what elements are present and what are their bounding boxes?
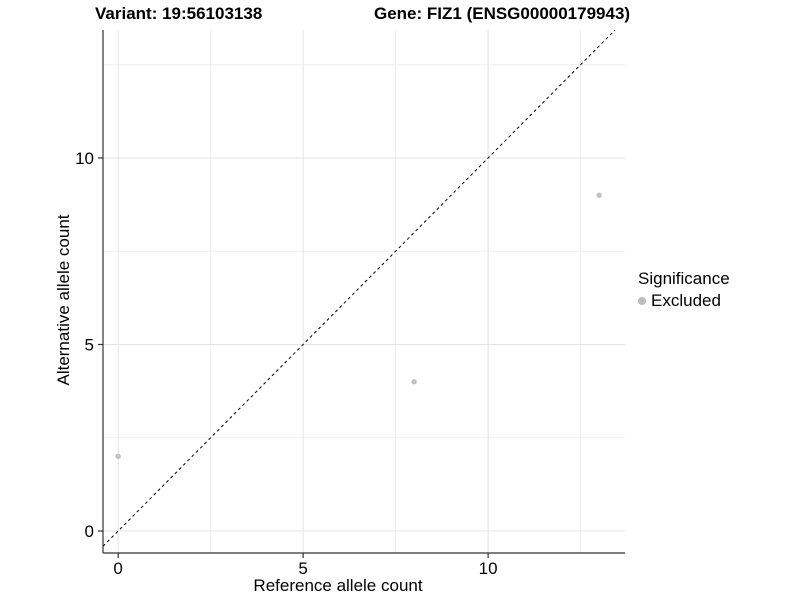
plot-title-gene: Gene: FIZ1 (ENSG00000179943) — [374, 4, 631, 23]
identity-dashed-line — [102, 29, 616, 547]
y-tick-label: 10 — [75, 149, 94, 168]
legend-title: Significance — [638, 269, 730, 288]
x-axis-title: Reference allele count — [253, 576, 423, 595]
data-point — [411, 379, 417, 385]
x-tick-label: 0 — [113, 559, 122, 578]
x-tick-label: 10 — [479, 559, 498, 578]
data-point — [596, 192, 602, 198]
y-tick-label: 0 — [85, 522, 94, 541]
legend-point-marker-icon — [638, 297, 646, 305]
legend: Significance Excluded — [638, 269, 730, 311]
legend-item-label: Excluded — [651, 291, 721, 310]
y-tick-label: 5 — [85, 335, 94, 354]
data-point — [115, 453, 121, 460]
plot-title-variant: Variant: 19:56103138 — [95, 4, 263, 23]
x-tick-label: 5 — [298, 559, 307, 578]
legend-item-excluded: Excluded — [638, 291, 730, 311]
